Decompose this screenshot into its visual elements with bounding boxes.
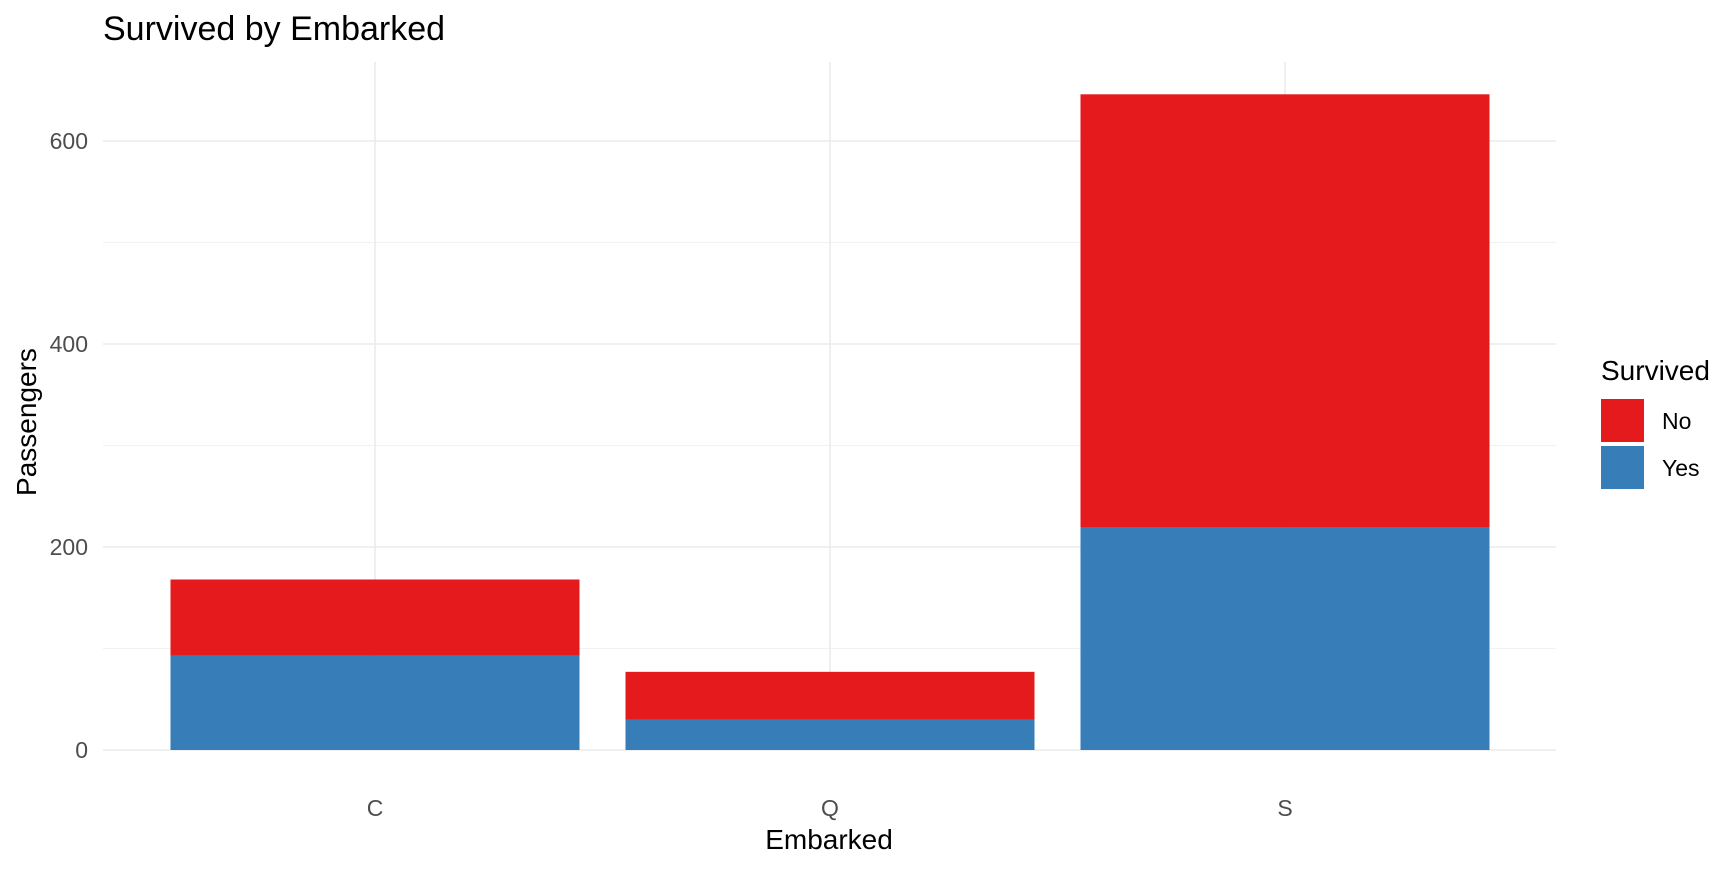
legend: Survived No Yes	[1601, 355, 1710, 489]
y-tick-label: 600	[50, 128, 88, 154]
legend-label-no: No	[1662, 408, 1691, 434]
legend-label-yes: Yes	[1662, 455, 1700, 481]
bars-group	[170, 94, 1490, 750]
bar-s-no	[1080, 94, 1490, 528]
x-axis-title: Embarked	[765, 824, 893, 855]
bar-q-no	[625, 671, 1035, 720]
legend-key-yes	[1601, 446, 1644, 489]
bar-s-yes	[1080, 527, 1490, 750]
y-axis-ticks: 0 200 400 600	[50, 128, 88, 763]
legend-items: No Yes	[1601, 399, 1700, 489]
chart-title: Survived by Embarked	[103, 10, 445, 48]
x-tick-label: Q	[821, 795, 839, 821]
y-tick-label: 400	[50, 331, 88, 357]
y-tick-label: 200	[50, 534, 88, 560]
bar-c-yes	[170, 655, 580, 750]
legend-title: Survived	[1601, 355, 1710, 386]
bar-c-no	[170, 579, 580, 656]
x-tick-label: C	[367, 795, 384, 821]
y-axis-title: Passengers	[11, 348, 42, 496]
legend-key-no	[1601, 399, 1644, 442]
x-tick-label: S	[1277, 795, 1292, 821]
bar-q-yes	[625, 719, 1035, 750]
y-tick-label: 0	[75, 737, 88, 763]
